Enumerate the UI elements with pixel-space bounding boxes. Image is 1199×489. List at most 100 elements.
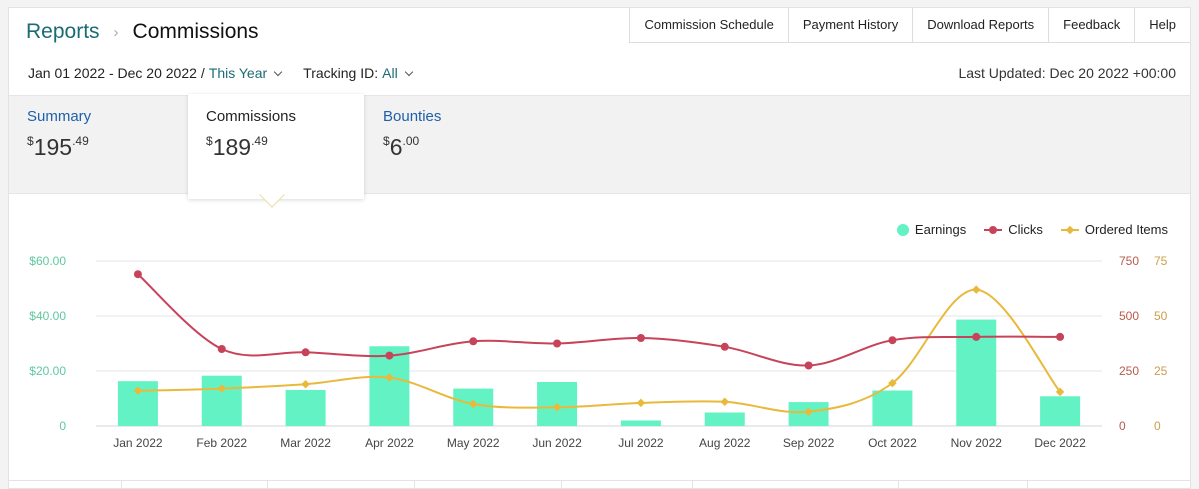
earnings-bar — [704, 412, 745, 426]
clicks-point — [1056, 332, 1065, 341]
x-tick-label: Jul 2022 — [618, 436, 664, 450]
date-range-text: Jan 01 2022 - Dec 20 2022 — [28, 65, 197, 81]
date-range-separator: / — [200, 65, 205, 81]
filter-row: Jan 01 2022 - Dec 20 2022 / This Year Tr… — [28, 65, 418, 81]
tracking-id-filter: Tracking ID: All — [303, 65, 418, 81]
bottom-table-header — [9, 480, 1190, 489]
legend-earnings-label: Earnings — [914, 222, 967, 237]
ordered-items-swatch-icon — [1060, 225, 1079, 235]
tab-commissions-label: Commissions — [206, 108, 297, 125]
currency-symbol: $ — [206, 134, 213, 148]
x-tick-label: Mar 2022 — [280, 436, 331, 450]
ordered-items-point — [1055, 387, 1065, 397]
tab-bounties[interactable]: Bounties $6.00 — [383, 96, 523, 195]
y-ordered-tick-label: 75 — [1154, 254, 1168, 268]
currency-symbol: $ — [27, 134, 34, 148]
y-left-tick-label: $40.00 — [29, 309, 66, 323]
clicks-point — [804, 361, 813, 370]
amount-cents: .49 — [251, 134, 268, 148]
amount-whole: 6 — [389, 134, 403, 160]
x-tick-label: May 2022 — [447, 436, 500, 450]
y-clicks-tick-label: 0 — [1119, 419, 1126, 433]
y-left-tick-label: $60.00 — [29, 254, 66, 268]
chart-legend: Earnings Clicks Ordered Items — [896, 222, 1168, 237]
last-updated-text: Last Updated: Dec 20 2022 +00:00 — [958, 65, 1176, 81]
feedback-link[interactable]: Feedback — [1049, 8, 1136, 42]
date-preset-dropdown[interactable]: This Year — [208, 65, 268, 81]
commissions-report-page: Reports › Commissions Commission Schedul… — [8, 7, 1191, 489]
top-nav: Commission Schedule Payment History Down… — [629, 8, 1190, 43]
legend-earnings[interactable]: Earnings — [896, 222, 967, 237]
tab-summary-amount: $195.49 — [27, 134, 89, 161]
breadcrumb-chevron-icon: › — [113, 23, 119, 41]
clicks-line — [137, 273, 1061, 367]
tab-commissions[interactable]: Commissions $189.49 — [188, 94, 364, 199]
x-tick-label: Sep 2022 — [783, 436, 835, 450]
legend-ordered-items[interactable]: Ordered Items — [1060, 222, 1168, 237]
tracking-id-dropdown[interactable]: All — [382, 65, 398, 81]
earnings-bar — [201, 375, 242, 426]
y-clicks-tick-label: 500 — [1119, 309, 1139, 323]
download-reports-link[interactable]: Download Reports — [913, 8, 1050, 42]
clicks-point — [636, 334, 645, 342]
summary-tabs: Summary $195.49 Commissions $189.49 Boun… — [9, 94, 1190, 199]
amount-cents: .49 — [72, 134, 89, 148]
clicks-point — [469, 337, 478, 346]
y-left-tick-label: $20.00 — [29, 364, 66, 378]
help-link[interactable]: Help — [1149, 17, 1176, 32]
x-tick-label: Oct 2022 — [868, 436, 917, 450]
y-ordered-tick-label: 50 — [1154, 309, 1168, 323]
currency-symbol: $ — [383, 134, 390, 148]
x-tick-label: Apr 2022 — [365, 436, 414, 450]
ordered-items-point — [720, 397, 729, 407]
page-title: Commissions — [132, 20, 259, 43]
x-tick-label: Jun 2022 — [532, 436, 582, 450]
amount-whole: 189 — [212, 134, 252, 160]
x-tick-label: Feb 2022 — [196, 436, 247, 450]
clicks-point — [720, 342, 729, 351]
clicks-point — [888, 336, 897, 345]
clicks-point — [972, 332, 981, 341]
ordered-items-point — [552, 403, 562, 412]
amount-whole: 195 — [33, 134, 73, 160]
legend-clicks-label: Clicks — [1008, 222, 1043, 237]
y-clicks-tick-label: 250 — [1119, 364, 1139, 378]
clicks-point — [385, 351, 394, 360]
x-tick-label: Dec 2022 — [1034, 436, 1086, 450]
tab-summary-label: Summary — [27, 108, 92, 125]
y-ordered-tick-label: 0 — [1154, 419, 1161, 433]
y-clicks-tick-label: 750 — [1119, 254, 1139, 268]
earnings-bar — [1040, 396, 1081, 426]
ordered-items-point — [888, 378, 897, 388]
clicks-swatch-icon — [984, 225, 1003, 235]
ordered-items-point — [804, 407, 813, 416]
y-ordered-tick-label: 25 — [1154, 364, 1168, 378]
ordered-items-point — [972, 285, 981, 294]
payment-history-link[interactable]: Payment History — [789, 8, 914, 42]
earnings-bar — [620, 420, 661, 426]
earnings-bar — [285, 389, 326, 426]
ordered-items-line — [137, 288, 1061, 414]
ordered-items-point — [217, 384, 226, 393]
legend-clicks[interactable]: Clicks — [984, 222, 1043, 237]
tracking-id-label: Tracking ID: — [303, 65, 379, 81]
tab-commissions-amount: $189.49 — [206, 134, 268, 161]
breadcrumb: Reports › Commissions — [26, 20, 259, 44]
amount-cents: .00 — [402, 134, 420, 148]
breadcrumb-reports-link[interactable]: Reports — [26, 20, 100, 43]
tab-summary[interactable]: Summary $195.49 — [27, 96, 167, 195]
clicks-point — [217, 345, 226, 353]
clicks-point — [553, 339, 562, 348]
ordered-items-point — [469, 399, 478, 409]
x-tick-label: Jan 2022 — [113, 436, 163, 450]
commissions-chart: 0 0 0 $20.00 250 25 $40.00 500 50 $60.00 750 75 Jan … — [29, 254, 1168, 450]
tab-bounties-amount: $6.00 — [383, 134, 419, 161]
tab-bounties-label: Bounties — [383, 108, 442, 125]
clicks-point — [301, 348, 310, 357]
x-tick-label: Nov 2022 — [951, 436, 1003, 450]
x-tick-label: Aug 2022 — [699, 436, 751, 450]
ordered-items-point — [385, 373, 394, 382]
commission-schedule-link[interactable]: Commission Schedule — [630, 8, 789, 42]
ordered-items-point — [301, 379, 310, 389]
clicks-point — [133, 270, 142, 279]
